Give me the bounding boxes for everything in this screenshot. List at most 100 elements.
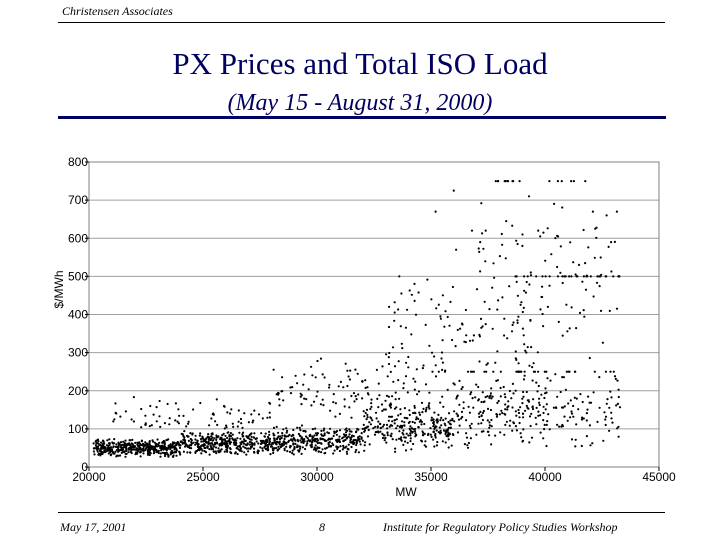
data-point — [393, 407, 397, 410]
data-point — [177, 408, 180, 411]
data-point — [491, 395, 494, 398]
data-point — [488, 426, 491, 429]
y-tick-label: 700 — [68, 193, 88, 207]
data-point — [344, 431, 348, 434]
data-point — [334, 402, 337, 405]
data-point — [497, 180, 500, 183]
data-point — [236, 425, 239, 428]
data-point — [322, 429, 325, 432]
data-point — [313, 440, 316, 443]
data-point — [158, 441, 161, 444]
data-point — [207, 440, 210, 443]
data-point — [134, 445, 137, 448]
data-point — [428, 402, 431, 405]
data-point — [199, 437, 203, 441]
data-point — [529, 319, 532, 322]
data-point — [418, 411, 421, 414]
data-point — [601, 341, 605, 344]
data-point — [391, 346, 395, 349]
data-point — [563, 415, 566, 418]
data-point — [216, 436, 219, 439]
data-point — [166, 453, 169, 456]
data-point — [381, 425, 384, 428]
data-point — [504, 396, 507, 399]
data-point — [537, 370, 540, 373]
data-point — [499, 386, 502, 390]
data-point — [474, 396, 477, 399]
data-point — [447, 438, 450, 441]
data-point — [378, 394, 381, 397]
data-point — [214, 450, 217, 453]
data-point — [566, 419, 569, 422]
data-point — [572, 415, 575, 418]
data-point — [393, 365, 397, 368]
data-point — [455, 412, 458, 415]
data-point — [494, 434, 497, 437]
data-point — [421, 411, 424, 414]
data-point — [504, 403, 507, 406]
data-point — [142, 445, 145, 448]
data-point — [585, 435, 589, 438]
data-point — [332, 443, 335, 447]
data-point — [226, 436, 229, 440]
data-point — [365, 408, 369, 411]
data-point — [268, 442, 271, 445]
data-point — [437, 303, 440, 306]
data-point — [103, 442, 106, 445]
data-point — [129, 439, 132, 442]
data-point — [542, 325, 545, 328]
data-point — [311, 374, 314, 377]
data-point — [377, 430, 380, 433]
data-point — [497, 399, 500, 403]
data-point — [297, 432, 300, 436]
data-point — [544, 387, 547, 390]
data-point — [252, 436, 255, 439]
data-point — [466, 370, 470, 373]
data-point — [333, 449, 336, 452]
data-point — [224, 444, 227, 448]
data-point — [298, 426, 301, 429]
data-point — [452, 382, 455, 385]
data-point — [413, 404, 416, 408]
data-point — [138, 448, 141, 451]
data-point — [609, 370, 612, 373]
data-point — [404, 436, 407, 439]
data-point — [318, 441, 321, 444]
data-point — [364, 411, 367, 415]
data-point — [129, 444, 132, 447]
data-point — [276, 441, 279, 444]
data-point — [470, 229, 474, 232]
data-point — [182, 414, 185, 417]
data-point — [516, 321, 519, 324]
data-point — [477, 422, 480, 425]
data-point — [411, 430, 414, 434]
data-point — [582, 417, 585, 420]
data-point — [570, 306, 573, 309]
data-point — [529, 271, 532, 274]
data-point — [456, 415, 459, 418]
data-point — [300, 424, 304, 427]
data-point — [589, 401, 593, 404]
data-point — [524, 349, 527, 352]
data-point — [508, 285, 511, 288]
data-point — [406, 417, 409, 420]
data-point — [236, 437, 239, 440]
data-point — [354, 450, 357, 454]
data-point — [368, 443, 371, 446]
data-point — [373, 433, 377, 436]
x-tick-label: 25000 — [186, 470, 220, 484]
data-point — [259, 446, 262, 449]
data-point — [523, 289, 526, 292]
data-point — [442, 419, 445, 422]
data-point — [268, 402, 272, 405]
footer-event: Institute for Regulatory Policy Studies … — [383, 520, 618, 534]
data-point — [250, 445, 253, 448]
data-point — [209, 438, 212, 441]
data-point — [212, 413, 215, 416]
data-point — [294, 374, 297, 377]
data-point — [497, 299, 500, 302]
data-point — [459, 327, 462, 330]
data-point — [589, 444, 592, 447]
data-point — [94, 440, 97, 443]
data-point — [490, 387, 493, 390]
